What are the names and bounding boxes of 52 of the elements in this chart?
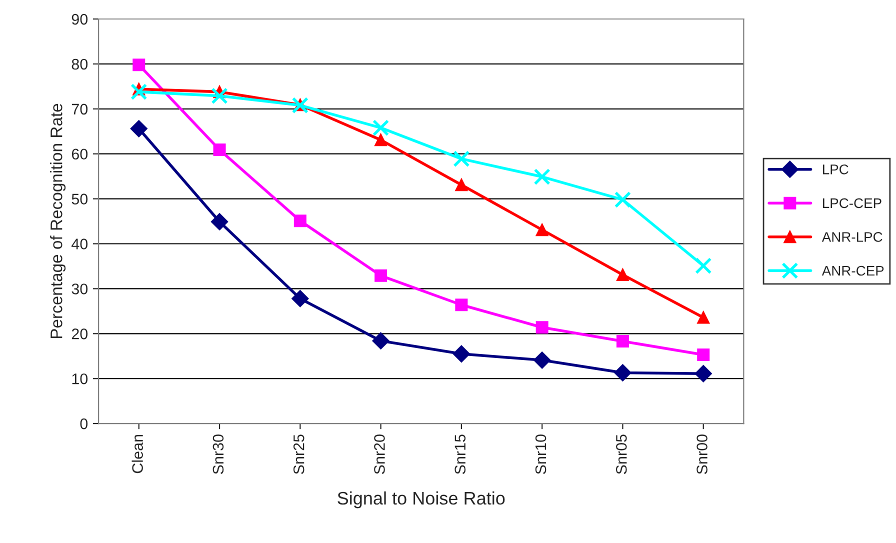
point bbox=[616, 335, 629, 348]
legend-label: LPC-CEP bbox=[823, 198, 882, 208]
y-axis-title: Percentage of Recognition Rate bbox=[50, 104, 66, 338]
point bbox=[536, 224, 548, 236]
point bbox=[616, 268, 629, 282]
x-tick-label: Snr05 bbox=[616, 434, 627, 474]
point bbox=[695, 257, 712, 274]
point bbox=[374, 269, 388, 282]
point bbox=[455, 178, 468, 192]
point bbox=[694, 365, 712, 382]
point bbox=[213, 144, 226, 156]
legend-label: LPC bbox=[823, 164, 848, 174]
point bbox=[294, 214, 306, 228]
legend-label: ANR-CEP bbox=[822, 266, 884, 276]
y-tick-label: 40 bbox=[72, 238, 88, 250]
point bbox=[534, 352, 551, 369]
x-tick-label: Snr10 bbox=[535, 434, 546, 474]
x-tick-label: Snr20 bbox=[374, 434, 385, 474]
x-axis-title: Signal to Noise Ratio bbox=[338, 491, 505, 508]
point bbox=[455, 298, 468, 312]
point bbox=[210, 213, 228, 230]
point bbox=[534, 168, 550, 186]
y-tick-label: 50 bbox=[72, 194, 88, 204]
point bbox=[614, 191, 632, 208]
y-tick-label: 70 bbox=[72, 104, 88, 115]
point bbox=[372, 332, 390, 350]
legend-label: ANR-LPC bbox=[822, 232, 882, 242]
y-tick-label: 10 bbox=[72, 373, 88, 384]
point bbox=[536, 321, 548, 334]
y-tick-label: 80 bbox=[72, 58, 88, 70]
y-tick-label: 20 bbox=[72, 328, 88, 340]
point bbox=[453, 150, 470, 168]
point bbox=[697, 348, 710, 362]
point bbox=[130, 120, 148, 138]
point bbox=[211, 88, 228, 104]
point bbox=[452, 345, 470, 362]
y-tick-label: 90 bbox=[72, 14, 88, 25]
y-tick-label: 60 bbox=[72, 148, 88, 160]
point bbox=[292, 290, 309, 308]
y-tick-label: 30 bbox=[72, 284, 88, 294]
point bbox=[130, 83, 148, 100]
y-tick-label: 0 bbox=[80, 418, 88, 430]
point bbox=[614, 364, 632, 382]
point bbox=[372, 119, 390, 136]
point bbox=[374, 134, 388, 146]
point bbox=[697, 311, 710, 324]
point bbox=[132, 58, 146, 72]
x-tick-label: Snr30 bbox=[212, 434, 224, 474]
x-tick-label: Snr15 bbox=[454, 434, 466, 474]
x-tick-label: Clean bbox=[132, 434, 143, 474]
x-tick-label: Snr00 bbox=[696, 434, 708, 474]
x-tick-label: Snr25 bbox=[293, 434, 304, 474]
